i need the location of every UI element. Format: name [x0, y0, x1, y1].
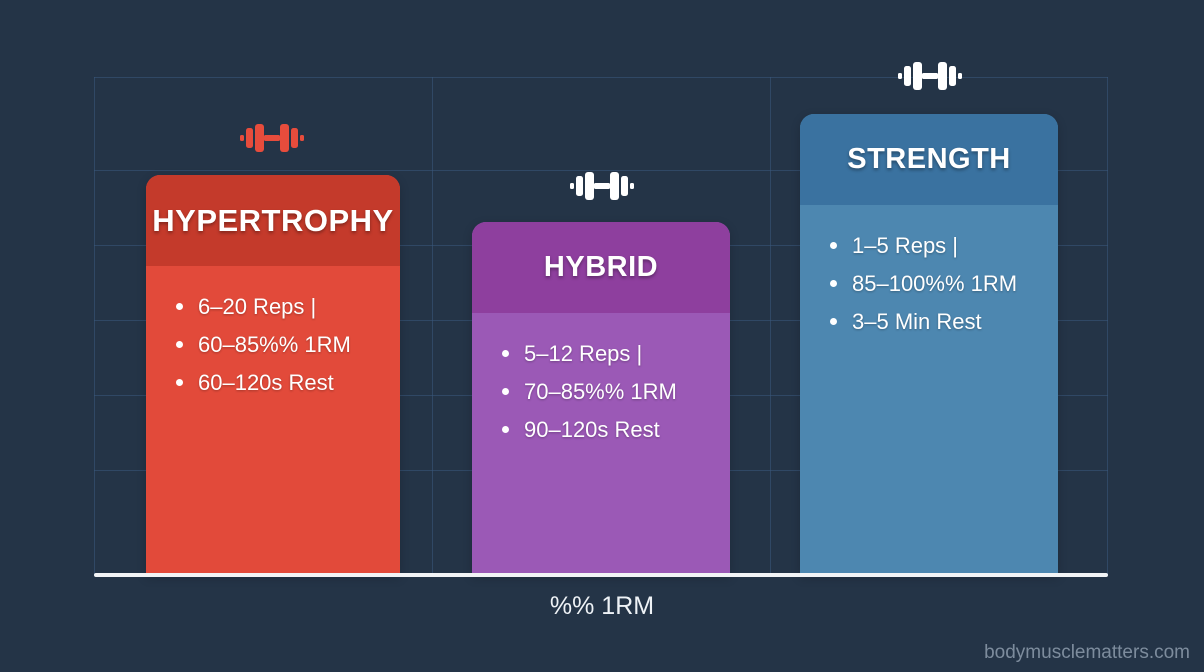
- grid-line-horizontal: [94, 170, 1108, 171]
- bar-hypertrophy: HYPERTROPHY 6–20 Reps | 60–85%% 1RM 60–1…: [146, 175, 400, 575]
- list-item: 1–5 Reps |: [828, 227, 1058, 265]
- dumbbell-icon: [238, 118, 306, 163]
- x-axis-baseline: [94, 573, 1108, 577]
- bar-details-strength: 1–5 Reps | 85–100%% 1RM 3–5 Min Rest: [800, 205, 1058, 575]
- bar-label-hypertrophy: HYPERTROPHY: [146, 175, 400, 266]
- dumbbell-icon: [568, 166, 636, 211]
- dumbbell-icon: [896, 56, 964, 101]
- list-item: 60–85%% 1RM: [174, 326, 400, 364]
- detail-list: 5–12 Reps | 70–85%% 1RM 90–120s Rest: [500, 335, 730, 448]
- watermark: bodymusclematters.com: [984, 642, 1190, 663]
- grid-line-horizontal: [94, 77, 1108, 78]
- list-item: 6–20 Reps |: [174, 288, 400, 326]
- detail-list: 6–20 Reps | 60–85%% 1RM 60–120s Rest: [174, 288, 400, 401]
- bar-hybrid: HYBRID 5–12 Reps | 70–85%% 1RM 90–120s R…: [472, 222, 730, 575]
- detail-list: 1–5 Reps | 85–100%% 1RM 3–5 Min Rest: [828, 227, 1058, 340]
- list-item: 70–85%% 1RM: [500, 373, 730, 411]
- grid-line-vertical: [1107, 77, 1108, 575]
- list-item: 90–120s Rest: [500, 411, 730, 449]
- list-item: 3–5 Min Rest: [828, 303, 1058, 341]
- grid-line-vertical: [770, 77, 771, 575]
- list-item: 5–12 Reps |: [500, 335, 730, 373]
- list-item: 85–100%% 1RM: [828, 265, 1058, 303]
- grid-line-vertical: [94, 77, 95, 575]
- grid-line-vertical: [432, 77, 433, 575]
- list-item: 60–120s Rest: [174, 364, 400, 402]
- bar-details-hypertrophy: 6–20 Reps | 60–85%% 1RM 60–120s Rest: [146, 266, 400, 575]
- bar-label-strength: STRENGTH: [800, 114, 1058, 205]
- bar-strength: STRENGTH 1–5 Reps | 85–100%% 1RM 3–5 Min…: [800, 114, 1058, 575]
- bar-label-hybrid: HYBRID: [472, 222, 730, 313]
- x-axis-label: %% 1RM: [549, 592, 655, 620]
- bar-details-hybrid: 5–12 Reps | 70–85%% 1RM 90–120s Rest: [472, 313, 730, 575]
